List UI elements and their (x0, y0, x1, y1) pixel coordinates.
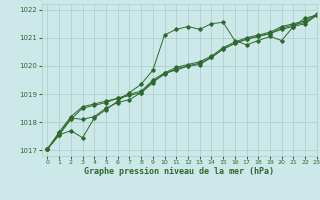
X-axis label: Graphe pression niveau de la mer (hPa): Graphe pression niveau de la mer (hPa) (84, 167, 274, 176)
